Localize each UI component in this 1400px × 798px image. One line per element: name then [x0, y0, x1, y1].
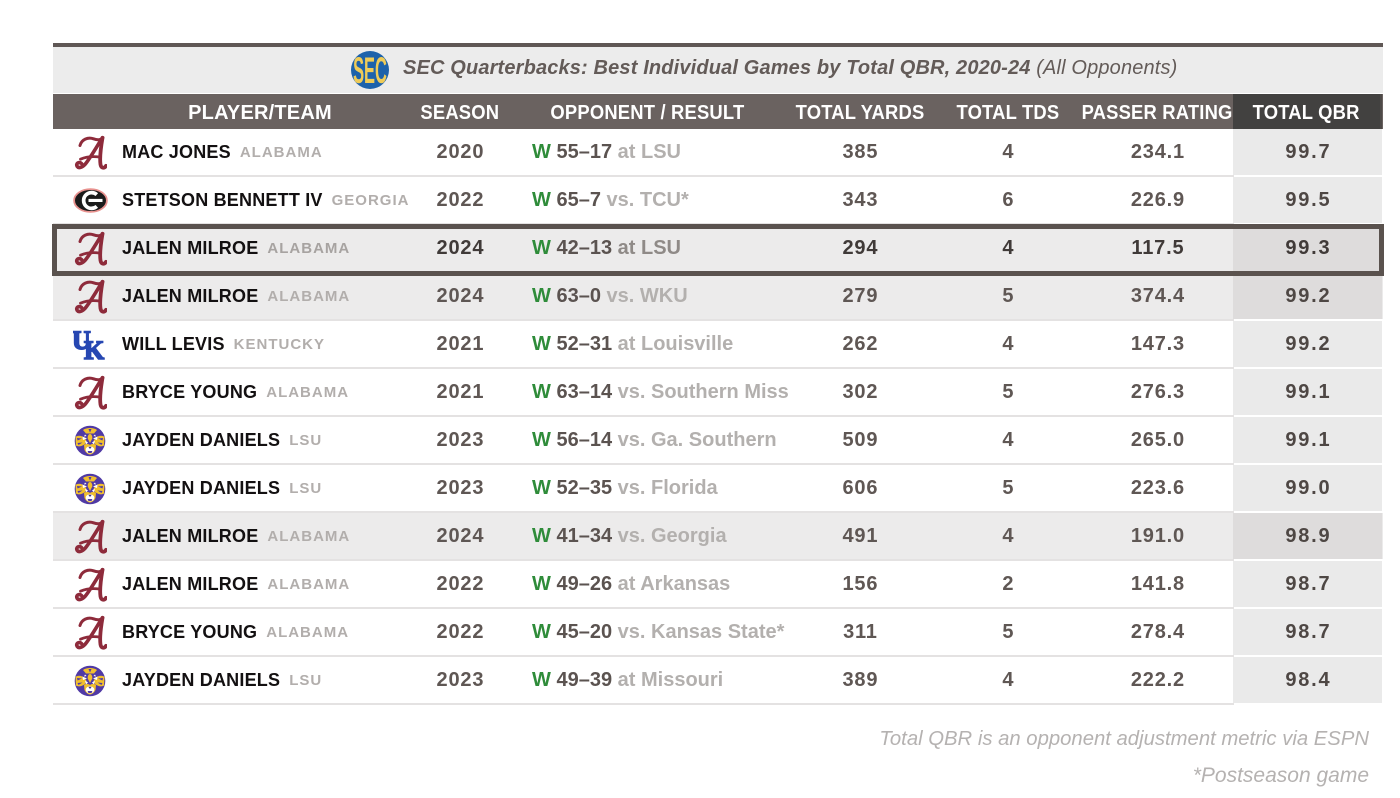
svg-text:U: U: [73, 329, 91, 355]
svg-text:U: U: [73, 329, 91, 355]
svg-text:K: K: [84, 336, 105, 360]
svg-text:SEC: SEC: [353, 51, 387, 89]
svg-text:K: K: [84, 336, 105, 360]
